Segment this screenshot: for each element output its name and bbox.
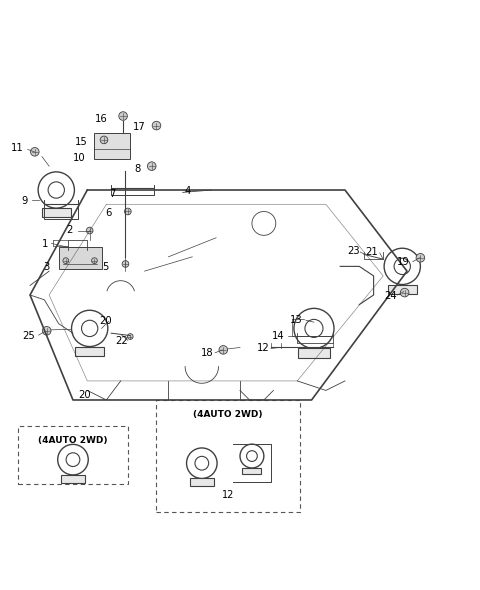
Text: (4AUTO 2WD): (4AUTO 2WD) [193, 409, 263, 418]
Circle shape [122, 261, 129, 267]
Text: 8: 8 [134, 165, 141, 175]
Text: (4AUTO 2WD): (4AUTO 2WD) [38, 436, 108, 445]
Text: 6: 6 [106, 208, 112, 218]
Circle shape [86, 227, 93, 234]
FancyBboxPatch shape [242, 468, 262, 474]
Circle shape [147, 162, 156, 171]
Circle shape [63, 258, 69, 264]
Circle shape [42, 326, 51, 335]
Circle shape [127, 334, 133, 339]
Text: 10: 10 [72, 153, 85, 163]
Text: 20: 20 [79, 390, 91, 400]
Text: 20: 20 [99, 316, 112, 326]
Text: 18: 18 [201, 348, 214, 358]
Text: 24: 24 [384, 291, 396, 301]
Circle shape [124, 208, 131, 215]
Text: 2: 2 [66, 225, 72, 235]
Text: 7: 7 [109, 189, 116, 199]
FancyBboxPatch shape [61, 475, 85, 483]
Text: 19: 19 [397, 257, 410, 267]
Text: 21: 21 [365, 247, 378, 257]
FancyBboxPatch shape [190, 478, 214, 486]
Text: 17: 17 [132, 122, 145, 132]
Text: 23: 23 [347, 246, 360, 256]
Circle shape [400, 289, 409, 297]
Circle shape [100, 136, 108, 144]
Bar [59, 247, 102, 269]
FancyBboxPatch shape [298, 349, 330, 359]
Text: 11: 11 [11, 143, 24, 153]
Circle shape [119, 112, 127, 120]
Text: 1: 1 [42, 239, 48, 249]
Text: 14: 14 [272, 330, 285, 340]
Bar [95, 133, 130, 159]
Text: 4: 4 [184, 186, 191, 196]
Circle shape [219, 346, 228, 354]
Text: 25: 25 [23, 330, 36, 340]
Circle shape [92, 258, 97, 264]
Text: 5: 5 [102, 263, 108, 273]
Text: 12: 12 [256, 343, 269, 353]
Text: 13: 13 [290, 315, 302, 325]
Circle shape [152, 122, 161, 130]
Text: 16: 16 [95, 114, 108, 124]
FancyBboxPatch shape [42, 208, 71, 217]
FancyBboxPatch shape [388, 284, 417, 294]
Text: 15: 15 [75, 137, 88, 148]
Text: 9: 9 [21, 195, 27, 205]
Text: 3: 3 [44, 263, 50, 273]
Circle shape [416, 254, 425, 262]
Circle shape [31, 148, 39, 156]
Text: 22: 22 [115, 336, 128, 346]
Text: 12: 12 [222, 490, 234, 500]
FancyBboxPatch shape [75, 346, 104, 356]
